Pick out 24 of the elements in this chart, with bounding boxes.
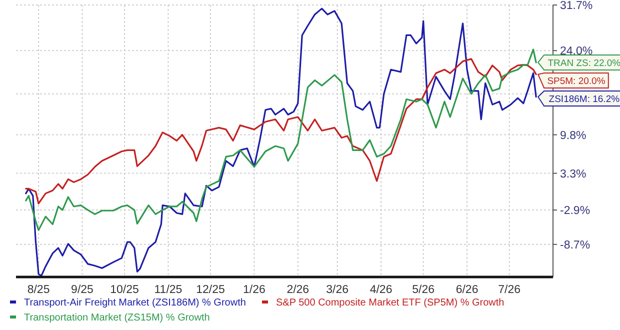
- x-tick-label: 1/26: [243, 284, 266, 296]
- x-tick-label: 9/25: [71, 284, 94, 296]
- annotation: TRAN ZS: 22.0%: [548, 58, 620, 69]
- y-tick-label: -2.9%: [560, 205, 590, 218]
- y-tick-label: 9.8%: [560, 130, 586, 142]
- y-tick-label: 3.3%: [560, 168, 586, 180]
- legend-label: Transport-Air Freight Market (ZSI186M) % Growth: [24, 298, 246, 308]
- x-tick-label: 5/26: [412, 284, 435, 296]
- x-tick-label: 2/26: [286, 284, 310, 296]
- y-tick-label: 31.7%: [560, 0, 593, 12]
- x-tick-label: 10/25: [110, 284, 139, 296]
- x-tick-label: 4/26: [370, 284, 392, 296]
- y-tick-label: 24.0%: [560, 46, 593, 58]
- legend-label: S&P 500 Composite Market ETF (SP5M) % Growth: [276, 298, 504, 308]
- legend-label: Transportation Market (ZS15M) % Growth: [24, 312, 210, 324]
- annotation: SP5M: 20.0%: [547, 76, 606, 87]
- x-tick-label: 8/25: [27, 284, 50, 296]
- y-tick-label: -8.7%: [560, 239, 590, 252]
- annotation: ZSI186M: 16.2%: [548, 94, 620, 105]
- x-tick-label: 7/26: [498, 284, 520, 296]
- x-tick-label: 3/26: [326, 284, 349, 296]
- x-tick-label: 12/25: [196, 284, 225, 296]
- x-tick-label: 11/25: [154, 284, 182, 296]
- x-tick-label: 6/26: [456, 284, 478, 296]
